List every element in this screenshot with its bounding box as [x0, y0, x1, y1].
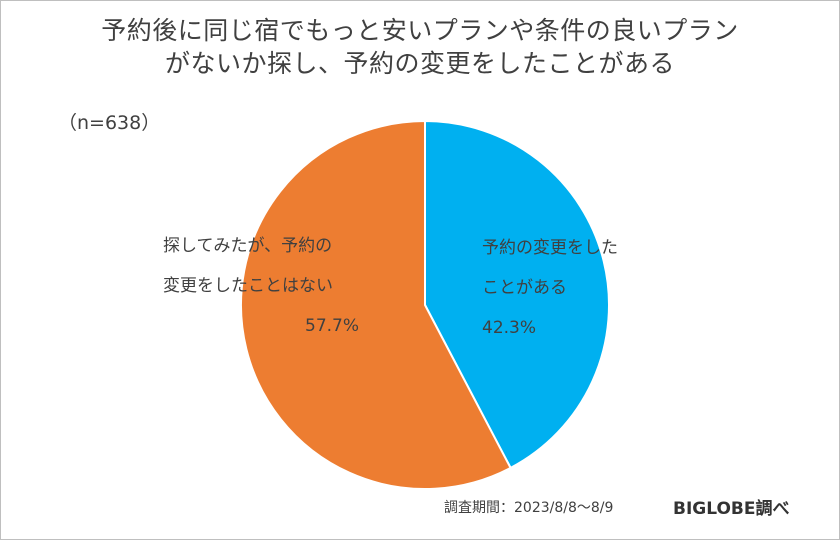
- survey-period: 調査期間：2023/8/8～8/9: [444, 500, 614, 516]
- slice-label-made-change-line-1: 予約の変更をした: [482, 238, 618, 258]
- sample-size-label: （n=638）: [58, 112, 161, 134]
- slice-label-no-change-line-2: 変更をしたことはない: [163, 276, 333, 296]
- brand-credit: BIGLOBE調べ: [673, 499, 790, 519]
- chart-title-line-1: 予約後に同じ宿でもっと安いプランや条件の良いプラン: [101, 16, 739, 45]
- pie-slice-made-change: [424, 119, 610, 470]
- chart-title-line-2: がないか探し、予約の変更をしたことがある: [164, 49, 675, 78]
- slice-value-made-change: 42.3%: [482, 318, 536, 338]
- slice-label-no-change-line-1: 探してみたが、予約の: [163, 236, 332, 256]
- pie-labels: 予約の変更をした ことがある 42.3% 探してみたが、予約の 変更をしたことは…: [163, 236, 618, 338]
- pie-slice-no-change: [239, 119, 512, 490]
- pie-slices: [239, 119, 610, 490]
- chart-title: 予約後に同じ宿でもっと安いプランや条件の良いプラン がないか探し、予約の変更をし…: [0, 14, 840, 80]
- slice-label-made-change-line-2: ことがある: [482, 278, 567, 298]
- slice-value-no-change: 57.7%: [305, 316, 359, 336]
